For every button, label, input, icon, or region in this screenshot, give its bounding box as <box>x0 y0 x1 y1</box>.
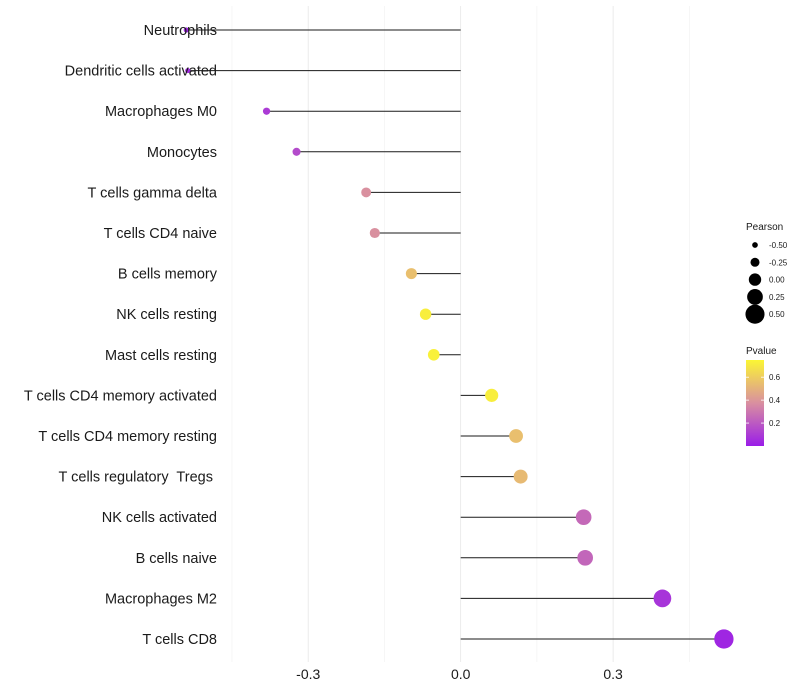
pearson-legend-title: Pearson <box>746 222 783 233</box>
pearson-legend-label: 0.25 <box>769 293 785 302</box>
pvalue-colorbar <box>746 360 764 446</box>
category-label: B cells naive <box>136 551 217 567</box>
category-label: T cells CD4 memory activated <box>24 388 217 404</box>
lollipop-point <box>653 589 672 608</box>
lollipop-point <box>369 227 380 239</box>
pearson-legend-label: 0.00 <box>769 276 785 285</box>
lollipop-point <box>714 629 734 649</box>
category-label: Dendritic cells activated <box>65 64 217 80</box>
category-label: Macrophages M0 <box>105 104 217 120</box>
pearson-legend-key <box>752 242 758 248</box>
pvalue-color-legend: Pvalue 0.2 0.4 0.6 <box>746 346 781 446</box>
category-label: Neutrophils <box>144 23 217 39</box>
pvalue-legend-label: 0.2 <box>769 419 781 428</box>
x-axis-ticks: -0.3 0.0 0.3 <box>296 666 623 682</box>
category-label: T cells CD8 <box>142 632 217 648</box>
category-label: T cells regulatory Tregs <box>59 470 218 486</box>
category-label: Mast cells resting <box>105 348 217 364</box>
pvalue-legend-label: 0.6 <box>769 373 781 382</box>
plot-marks <box>183 27 734 649</box>
category-label: Monocytes <box>147 145 217 161</box>
pearson-legend-label: -0.25 <box>769 258 788 267</box>
lollipop-point <box>513 469 528 484</box>
pearson-legend-key <box>745 304 765 324</box>
lollipop-point <box>485 388 499 402</box>
gridlines <box>231 6 690 662</box>
category-label: B cells memory <box>118 267 218 283</box>
lollipop-point <box>183 27 189 33</box>
pearson-legend-label: -0.50 <box>769 241 788 250</box>
category-label: NK cells resting <box>116 307 217 323</box>
x-tick-label: 0.0 <box>451 666 471 682</box>
pvalue-legend-label: 0.4 <box>769 396 781 405</box>
lollipop-point <box>575 509 592 526</box>
lollipop-point <box>361 187 372 198</box>
pearson-legend-label: 0.50 <box>769 310 785 319</box>
lollipop-point <box>185 68 191 74</box>
lollipop-point <box>405 268 417 280</box>
category-labels: Neutrophils Dendritic cells activated Macr… <box>24 23 218 648</box>
lollipop-point <box>577 549 593 566</box>
pearson-legend-key <box>750 257 760 267</box>
category-label: T cells CD4 naive <box>104 226 217 242</box>
lollipop-point <box>427 348 440 361</box>
lollipop-point <box>509 429 523 443</box>
category-label: T cells gamma delta <box>88 185 218 201</box>
lollipop-point <box>262 107 271 115</box>
lollipop-point <box>292 147 301 156</box>
category-label: NK cells activated <box>102 510 217 526</box>
pearson-size-legend: Pearson -0.50 -0.25 0.00 0.25 0.50 <box>745 222 788 324</box>
pearson-legend-key <box>747 289 763 305</box>
category-label: Macrophages M2 <box>105 591 217 607</box>
category-label: T cells CD4 memory resting <box>38 429 217 445</box>
x-tick-label: -0.3 <box>296 666 320 682</box>
lollipop-point <box>419 308 432 320</box>
x-tick-label: 0.3 <box>603 666 623 682</box>
pvalue-legend-title: Pvalue <box>746 346 777 357</box>
pearson-legend-key <box>748 273 762 286</box>
